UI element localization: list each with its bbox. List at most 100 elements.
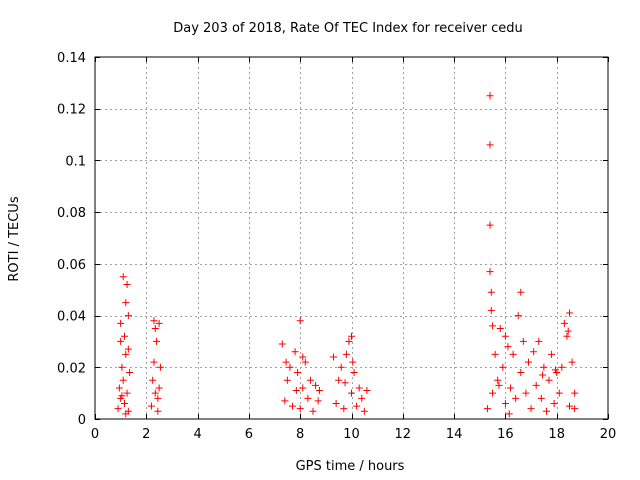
x-tick-label: 14 [446, 427, 463, 442]
data-point [487, 306, 495, 314]
data-point [524, 358, 532, 366]
data-point [150, 358, 158, 366]
y-tick-label: 0 [78, 413, 86, 428]
data-point [341, 379, 349, 387]
data-points [114, 92, 579, 418]
data-point [527, 405, 535, 413]
data-point [151, 325, 159, 332]
data-point [486, 141, 494, 149]
data-point [122, 410, 130, 418]
data-point [154, 407, 162, 415]
data-point [120, 332, 128, 340]
data-point [504, 343, 512, 351]
y-tick-label: 0.06 [57, 258, 86, 273]
data-point [294, 368, 302, 376]
data-point [499, 363, 507, 371]
data-point [149, 376, 157, 384]
x-axis-label: GPS time / hours [296, 459, 405, 474]
grid-lines [95, 57, 608, 419]
data-point [155, 319, 163, 327]
data-point [537, 394, 545, 402]
data-point [153, 337, 161, 345]
data-point [154, 394, 162, 402]
data-point [360, 407, 368, 415]
x-tick-label: 12 [395, 427, 412, 442]
data-point [539, 371, 547, 379]
data-point [489, 322, 497, 330]
data-point [118, 363, 126, 371]
data-point [330, 353, 338, 361]
data-point [117, 337, 125, 345]
data-point [304, 394, 312, 402]
data-point [486, 92, 494, 100]
data-point [483, 405, 491, 413]
data-point [568, 358, 576, 366]
data-point [495, 381, 503, 389]
data-point [155, 384, 163, 392]
data-point [291, 348, 299, 356]
data-point [530, 348, 538, 356]
data-point [118, 392, 126, 400]
y-tick-label: 0.1 [65, 154, 86, 169]
data-point [512, 394, 520, 402]
data-point [309, 407, 317, 415]
data-point [124, 345, 132, 353]
data-point [501, 399, 509, 407]
data-point [486, 268, 494, 276]
data-point [532, 381, 540, 389]
data-point [491, 350, 499, 358]
data-point [355, 384, 363, 392]
x-tick-label: 6 [245, 427, 253, 442]
data-point [289, 402, 297, 410]
y-tick-label: 0.12 [57, 103, 86, 118]
x-tick-label: 20 [600, 427, 617, 442]
data-point [122, 350, 130, 358]
data-point [337, 363, 345, 371]
data-point [563, 332, 571, 340]
data-point [119, 376, 127, 384]
data-point [301, 358, 309, 366]
data-point [489, 389, 497, 397]
data-point [147, 402, 155, 410]
data-point [353, 402, 361, 410]
data-point [550, 399, 558, 407]
data-point [507, 384, 515, 392]
data-point [151, 389, 159, 397]
data-point [560, 319, 568, 327]
data-point [282, 358, 290, 366]
data-point [122, 299, 130, 307]
data-point [314, 397, 322, 405]
data-point [350, 368, 358, 376]
data-point [115, 384, 123, 392]
x-tick-label: 10 [343, 427, 360, 442]
data-point [123, 389, 131, 397]
data-point [514, 312, 522, 320]
data-point [558, 363, 566, 371]
x-tick-label: 0 [91, 427, 99, 442]
data-point [332, 399, 340, 407]
data-point [496, 325, 504, 332]
data-point [120, 399, 128, 407]
data-point [292, 387, 300, 395]
x-tick-label: 16 [497, 427, 514, 442]
data-point [126, 368, 134, 376]
data-point [551, 366, 559, 374]
data-point [312, 381, 320, 389]
y-tick-label: 0.14 [57, 51, 86, 66]
data-point [566, 309, 574, 317]
data-point [555, 389, 563, 397]
data-point [517, 368, 525, 376]
data-point [299, 353, 307, 361]
data-point [486, 221, 494, 229]
y-axis-label: ROTI / TECUs [7, 196, 22, 281]
data-point [363, 387, 371, 395]
x-tick-label: 8 [296, 427, 304, 442]
data-point [123, 281, 131, 289]
data-point [124, 312, 132, 320]
data-point [540, 363, 548, 371]
data-point [342, 350, 350, 358]
data-point [349, 358, 357, 366]
data-point [315, 387, 323, 395]
data-point [119, 273, 127, 281]
